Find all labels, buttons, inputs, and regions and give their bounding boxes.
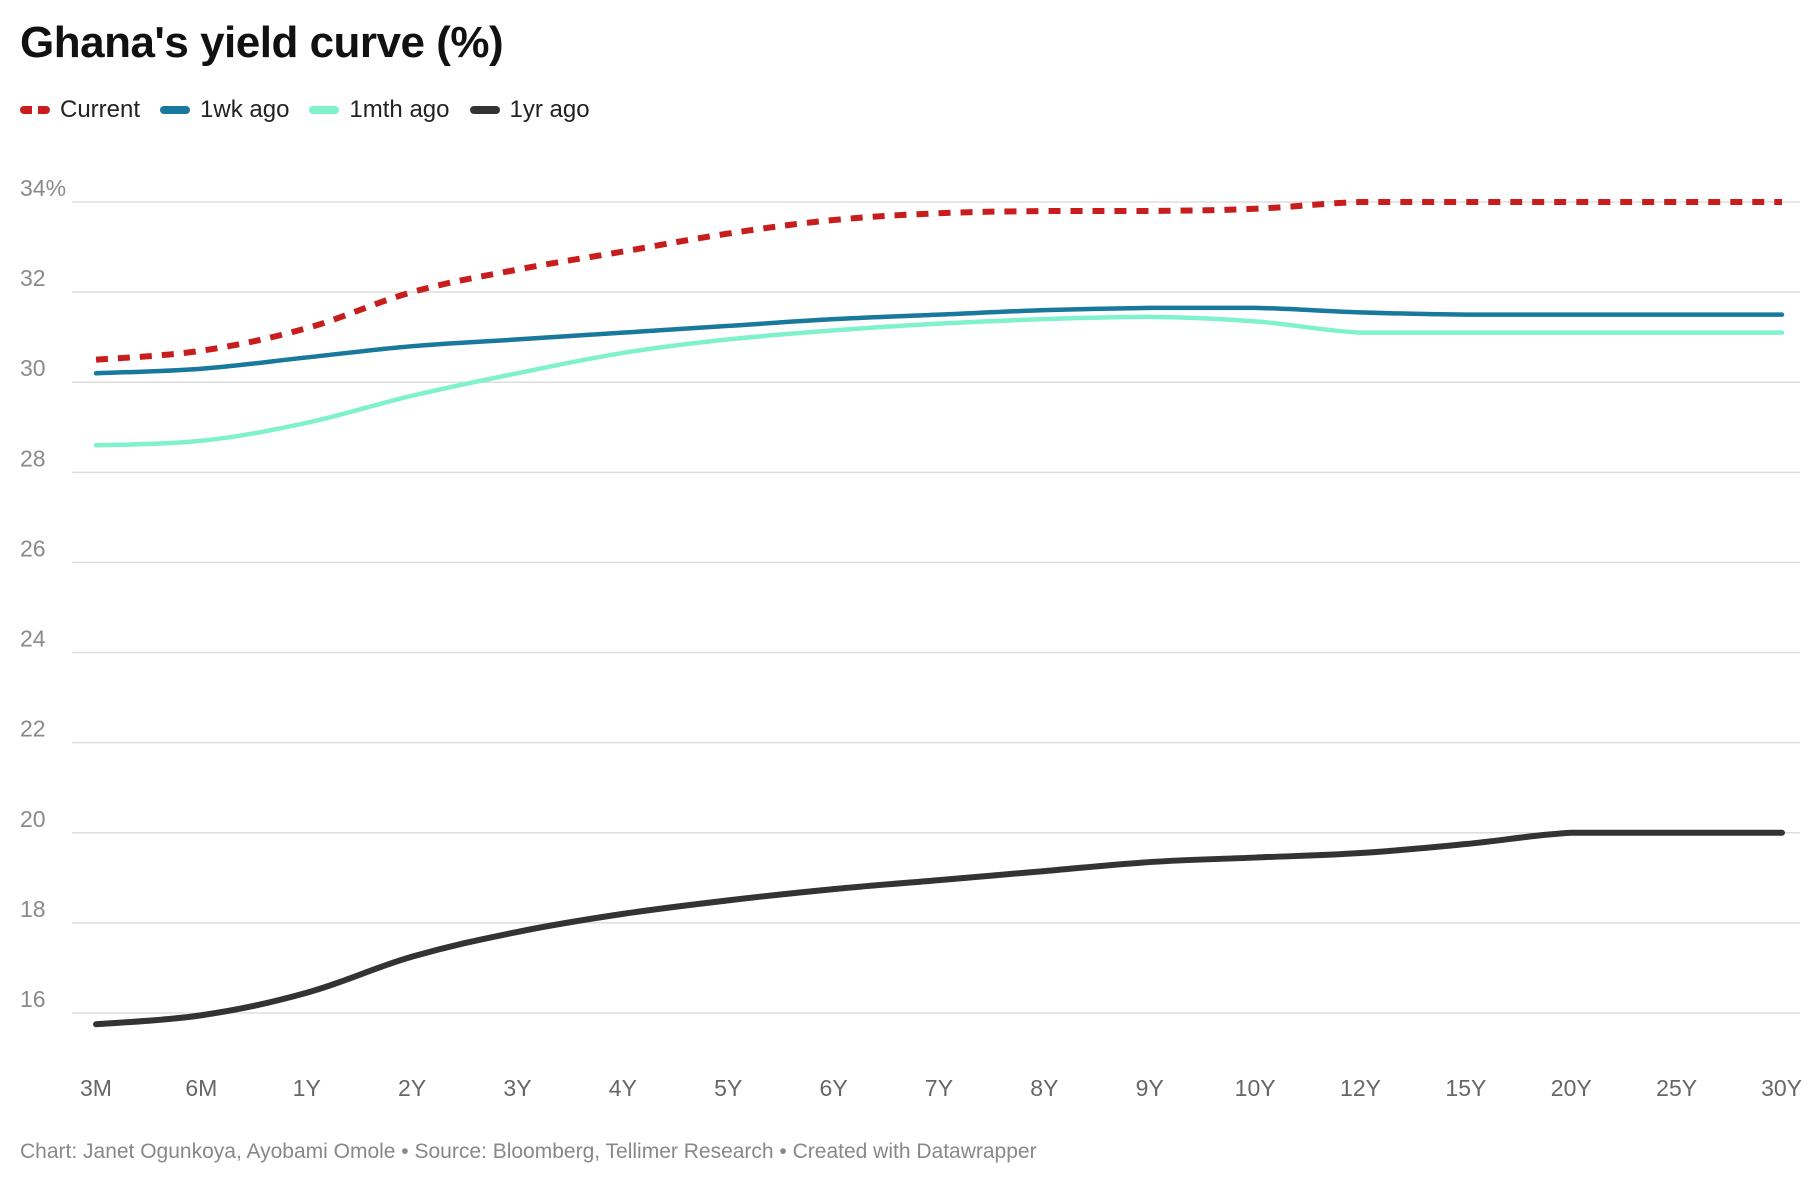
chart-footer: Chart: Janet Ogunkoya, Ayobami Omole • S… — [20, 1140, 1037, 1163]
y-tick-label-16: 16 — [20, 986, 46, 1012]
y-tick-label-32: 32 — [20, 265, 46, 291]
x-tick-label-10Y: 10Y — [1235, 1075, 1276, 1101]
y-axis: 16 18 20 22 24 26 28 30 32 34% — [20, 175, 66, 1012]
series-line-current — [95, 198, 1782, 363]
x-tick-label-15Y: 15Y — [1445, 1075, 1486, 1101]
y-tick-label-28: 28 — [20, 445, 46, 471]
legend-swatch-1wk-ago — [160, 106, 191, 114]
series-line-1yr-ago — [93, 829, 1785, 1028]
legend-swatch-current — [20, 106, 50, 114]
x-tick-label-20Y: 20Y — [1551, 1075, 1592, 1101]
legend-item-current: Current — [20, 96, 140, 124]
legend-label-1mth-ago: 1mth ago — [349, 96, 450, 123]
x-tick-label-1Y: 1Y — [293, 1075, 321, 1101]
legend-swatch-1mth-ago — [309, 106, 340, 114]
x-tick-label-3M: 3M — [80, 1075, 112, 1101]
series-line-1wk-ago — [93, 305, 1785, 376]
x-tick-label-4Y: 4Y — [609, 1075, 637, 1101]
x-tick-label-9Y: 9Y — [1136, 1075, 1164, 1101]
x-tick-label-7Y: 7Y — [925, 1075, 953, 1101]
x-tick-label-30Y: 30Y — [1761, 1075, 1802, 1101]
legend-item-1wk-ago: 1wk ago — [160, 96, 289, 124]
series-line-1mth-ago — [93, 314, 1785, 448]
legend-label-1yr-ago: 1yr ago — [509, 96, 590, 123]
y-tick-label-24: 24 — [20, 626, 46, 652]
x-tick-label-6Y: 6Y — [820, 1075, 848, 1101]
legend-item-1yr-ago: 1yr ago — [469, 96, 590, 124]
y-tick-label-18: 18 — [20, 896, 46, 922]
y-tick-label-22: 22 — [20, 716, 46, 742]
x-tick-label-8Y: 8Y — [1030, 1075, 1058, 1101]
x-axis: 3M 6M 1Y 2Y 3Y 4Y 5Y 6Y 7Y 8Y 9Y 10Y 12Y 15Y 20Y 25Y 30Y — [80, 1075, 1802, 1101]
legend-label-1wk-ago: 1wk ago — [200, 96, 290, 123]
legend: Current 1wk ago 1mth ago 1yr ago — [20, 96, 590, 124]
chart-title: Ghana's yield curve (%) — [20, 18, 504, 67]
x-tick-label-6M: 6M — [185, 1075, 217, 1101]
y-tick-label-26: 26 — [20, 535, 46, 561]
series-lines — [93, 198, 1785, 1028]
y-tick-label-34: 34% — [20, 175, 66, 201]
x-tick-label-3Y: 3Y — [503, 1075, 531, 1101]
y-tick-label-20: 20 — [20, 806, 46, 832]
x-tick-label-12Y: 12Y — [1340, 1075, 1381, 1101]
y-tick-label-30: 30 — [20, 355, 46, 381]
legend-label-current: Current — [60, 96, 141, 123]
legend-swatch-1yr-ago — [469, 106, 500, 114]
x-tick-label-5Y: 5Y — [714, 1075, 742, 1101]
x-tick-label-25Y: 25Y — [1656, 1075, 1697, 1101]
x-tick-label-2Y: 2Y — [398, 1075, 426, 1101]
legend-item-1mth-ago: 1mth ago — [309, 96, 450, 124]
